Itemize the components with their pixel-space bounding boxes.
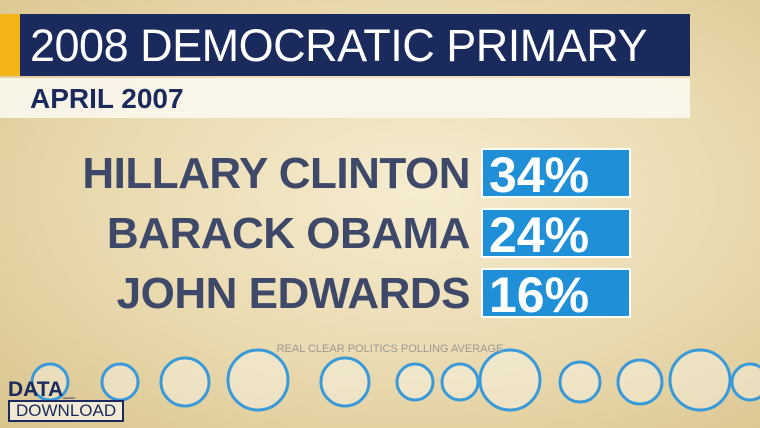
title-accent: [0, 14, 20, 76]
poll-value: 34%: [481, 148, 631, 200]
candidate-name: BARACK OBAMA: [106, 209, 471, 258]
title-bar: [0, 14, 690, 76]
subtitle: APRIL 2007: [30, 83, 184, 114]
title: 2008 DEMOCRATIC PRIMARY: [30, 20, 647, 71]
candidate-name: HILLARY CLINTON: [82, 149, 470, 198]
poll-value: 16%: [481, 268, 631, 320]
subtitle-bar: [0, 78, 690, 118]
poll-value: 24%: [481, 208, 631, 260]
candidate-name: JOHN EDWARDS: [116, 269, 471, 318]
source: REAL CLEAR POLITICS POLLING AVERAGE: [276, 343, 504, 355]
logo-line2: DOWNLOAD: [8, 400, 125, 422]
icon-strip: [30, 348, 760, 412]
logo-line1: DATA_: [8, 378, 75, 401]
